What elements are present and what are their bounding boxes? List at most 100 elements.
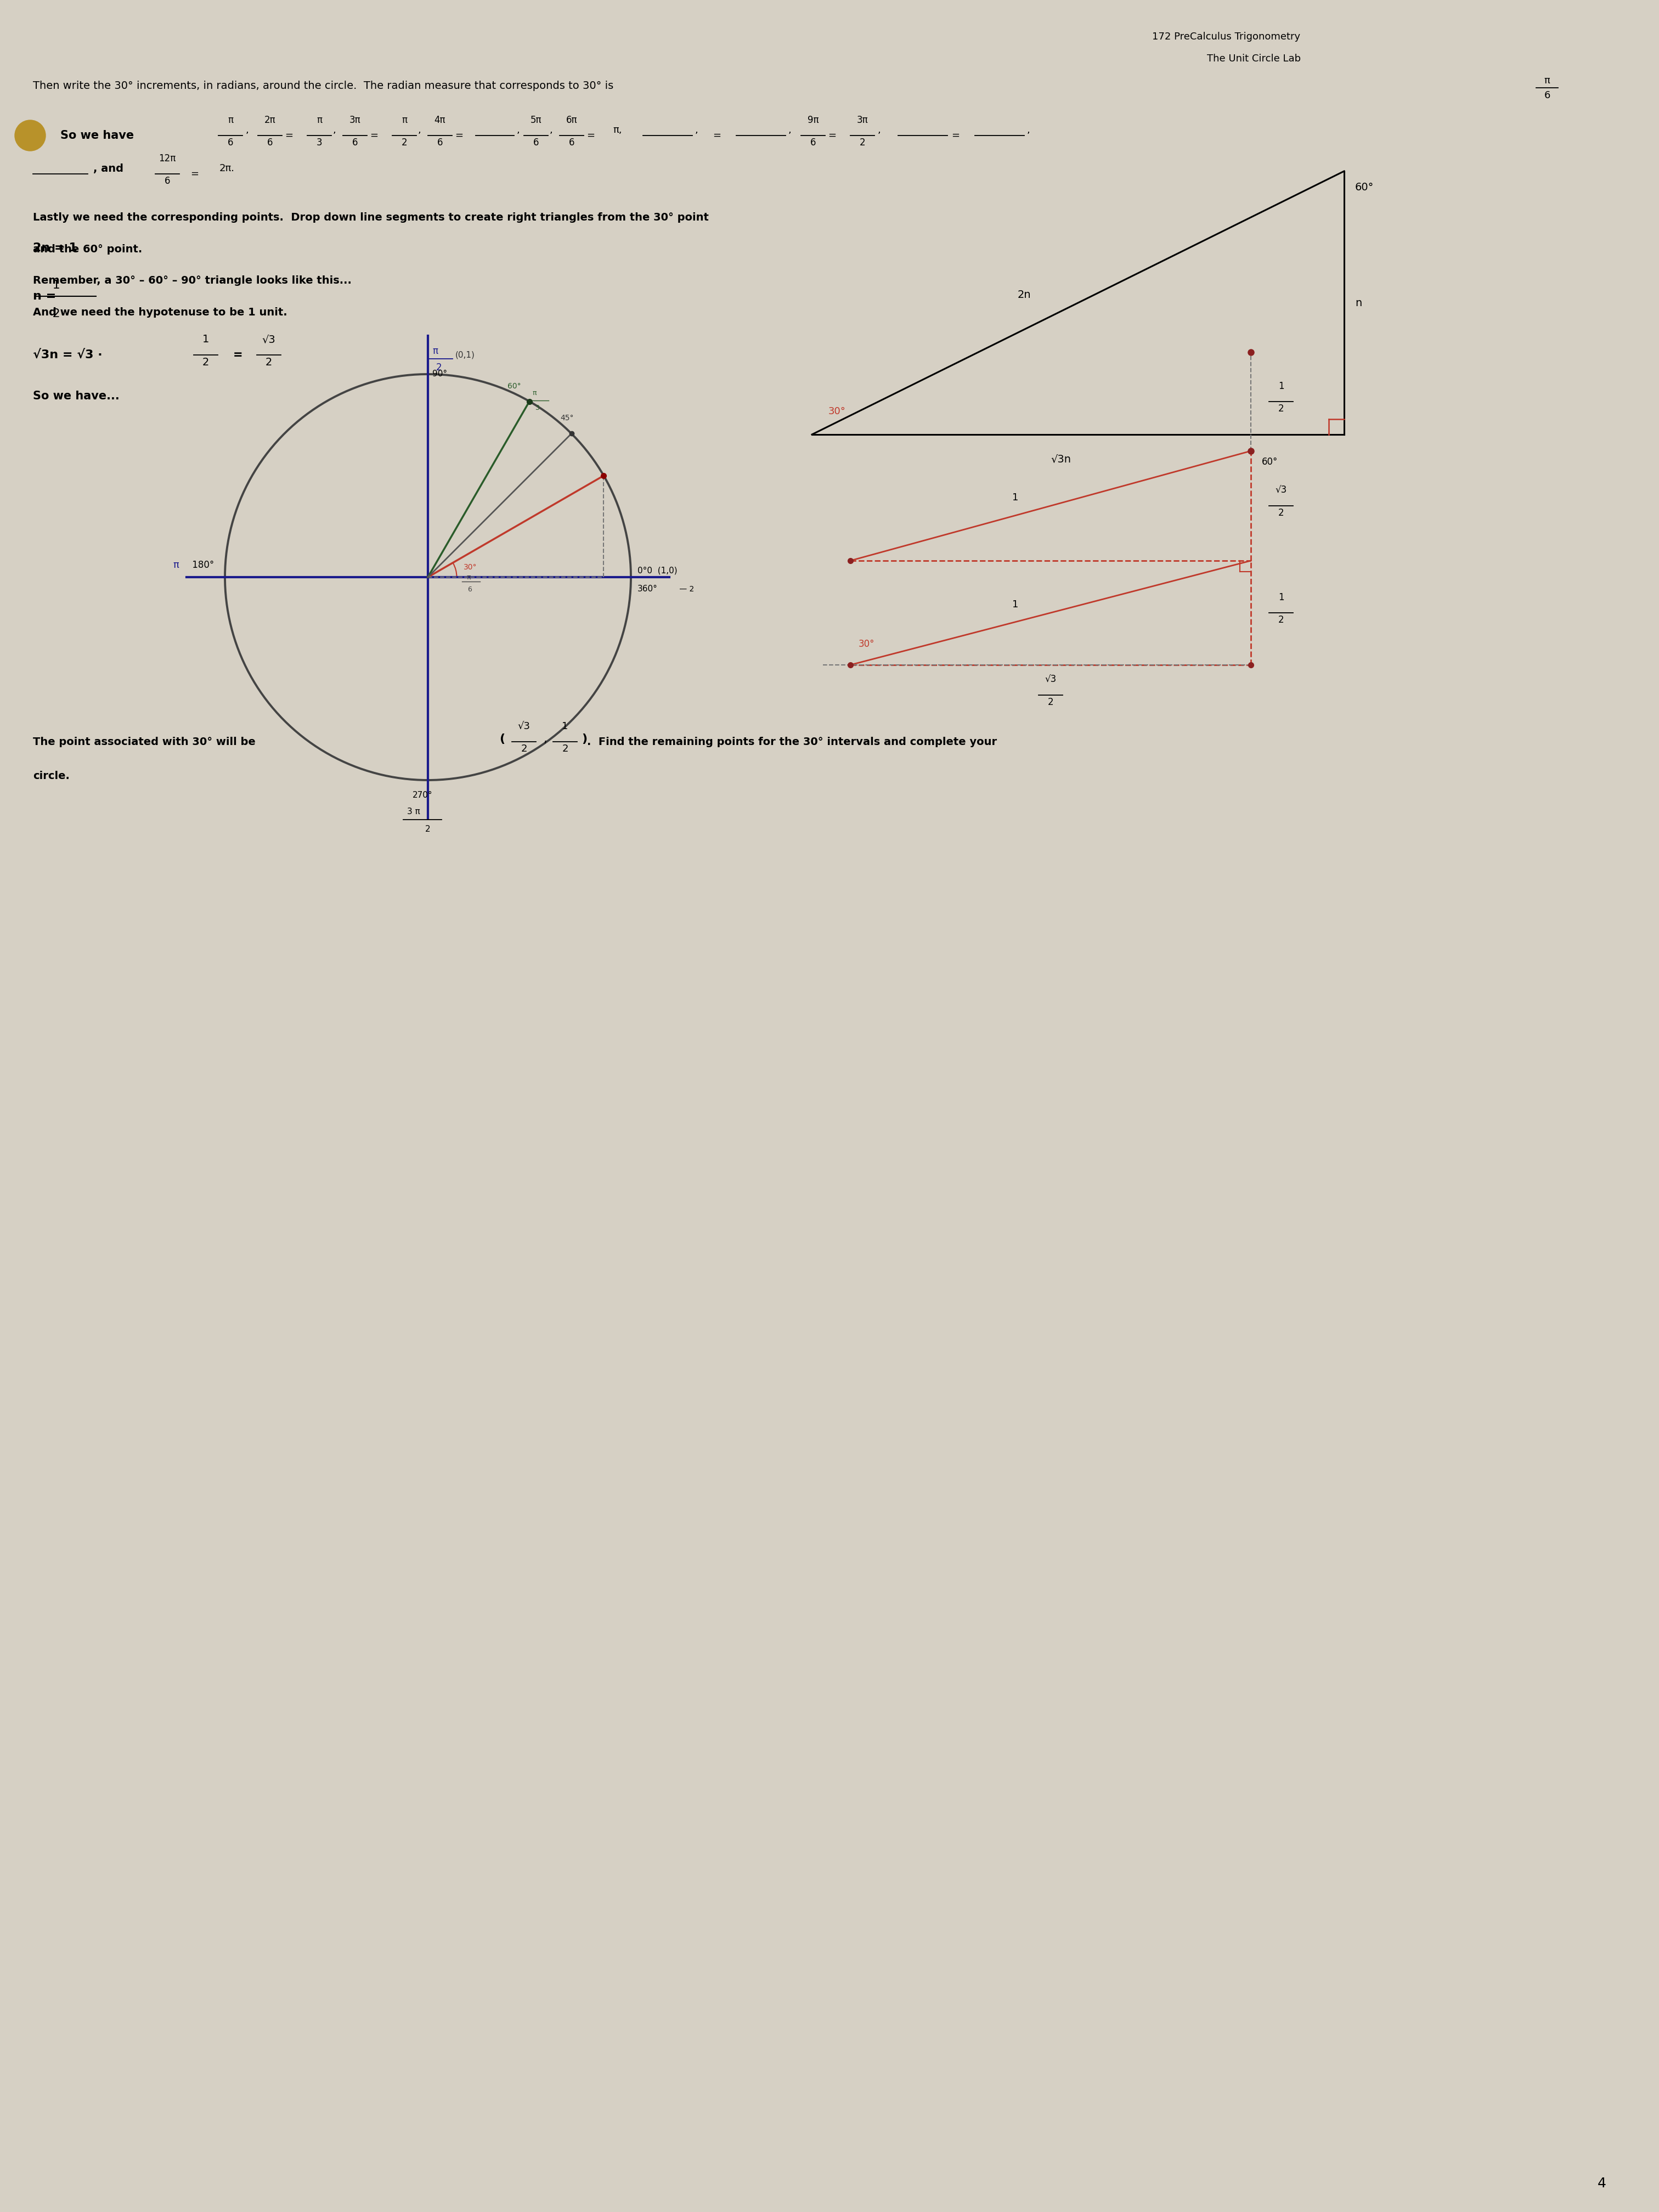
Text: =: =: [713, 131, 722, 139]
Text: √3: √3: [1276, 484, 1287, 495]
Text: 45°: 45°: [561, 414, 574, 422]
Text: 1: 1: [33, 279, 60, 290]
Text: 180°: 180°: [189, 560, 214, 571]
Text: , and: , and: [93, 164, 123, 173]
Text: √3: √3: [518, 721, 531, 732]
Text: 2: 2: [1277, 615, 1284, 624]
Text: ,: ,: [1027, 126, 1030, 135]
Text: π: π: [401, 115, 406, 126]
Text: and the 60° point.: and the 60° point.: [33, 243, 143, 254]
Text: 60°: 60°: [508, 383, 521, 389]
Text: Remember, a 30° – 60° – 90° triangle looks like this...: Remember, a 30° – 60° – 90° triangle loo…: [33, 276, 352, 285]
Text: 2: 2: [436, 363, 441, 372]
Text: 6π: 6π: [566, 115, 577, 126]
Text: 2: 2: [425, 825, 430, 834]
Text: 1: 1: [1277, 593, 1284, 602]
Text: 6: 6: [436, 137, 443, 148]
Text: ,: ,: [542, 734, 547, 745]
Text: 2: 2: [1277, 405, 1284, 414]
Text: 360°: 360°: [637, 586, 657, 593]
Text: 2: 2: [33, 307, 60, 319]
Text: 2: 2: [401, 137, 406, 148]
Text: 6: 6: [164, 177, 171, 186]
Text: ,: ,: [333, 126, 337, 135]
Text: 30°: 30°: [828, 407, 846, 416]
Text: 2: 2: [265, 356, 272, 367]
Text: So we have...: So we have...: [33, 392, 119, 403]
Text: 6: 6: [1545, 91, 1550, 100]
Text: circle.: circle.: [33, 770, 70, 781]
Text: 4π: 4π: [435, 115, 446, 126]
Text: 6: 6: [810, 137, 816, 148]
Text: 1: 1: [202, 334, 209, 345]
Text: =: =: [828, 131, 836, 139]
Text: √3: √3: [262, 334, 275, 345]
Text: 1: 1: [1012, 599, 1019, 611]
Text: 30°: 30°: [859, 639, 874, 648]
Text: 2n: 2n: [1017, 290, 1032, 301]
Text: 2: 2: [859, 137, 866, 148]
Text: 9π: 9π: [808, 115, 818, 126]
Text: 2n = 1: 2n = 1: [33, 243, 78, 254]
Text: 2π: 2π: [264, 115, 275, 126]
Text: =: =: [952, 131, 961, 139]
Text: 3: 3: [534, 405, 539, 411]
Text: 1: 1: [562, 721, 567, 732]
Text: =: =: [587, 131, 596, 139]
Text: 172 PreCalculus Trigonometry: 172 PreCalculus Trigonometry: [1151, 31, 1301, 42]
Text: ,: ,: [418, 126, 421, 135]
Text: 6: 6: [533, 137, 539, 148]
Text: So we have: So we have: [60, 131, 134, 142]
Text: 2: 2: [562, 743, 569, 754]
Text: π: π: [433, 345, 438, 356]
Text: 4: 4: [1598, 2177, 1606, 2190]
Text: 3 π: 3 π: [406, 807, 420, 816]
Text: =: =: [455, 131, 463, 139]
Text: 6: 6: [468, 586, 471, 593]
Text: 3: 3: [317, 137, 322, 148]
Text: 30°: 30°: [463, 564, 478, 571]
Text: ): ): [582, 734, 587, 745]
Text: π: π: [173, 560, 179, 571]
Text: π: π: [317, 115, 322, 126]
Text: 6: 6: [352, 137, 358, 148]
Text: 60°: 60°: [1262, 458, 1277, 467]
Text: =: =: [234, 349, 242, 361]
Text: 2: 2: [202, 356, 209, 367]
Text: Lastly we need the corresponding points.  Drop down line segments to create righ: Lastly we need the corresponding points.…: [33, 212, 708, 223]
Text: — 2: — 2: [677, 586, 693, 593]
Text: 6: 6: [569, 137, 574, 148]
Text: 6: 6: [227, 137, 234, 148]
Text: π: π: [1545, 75, 1550, 86]
Text: ,: ,: [246, 126, 249, 135]
Text: ,: ,: [518, 126, 519, 135]
Text: √3n = √3 ·: √3n = √3 ·: [33, 349, 103, 361]
Text: 60°: 60°: [1355, 181, 1374, 192]
Text: =: =: [370, 131, 378, 139]
Text: π: π: [533, 389, 536, 396]
Text: The Unit Circle Lab: The Unit Circle Lab: [1208, 53, 1301, 64]
Text: .  Find the remaining points for the 30° intervals and complete your: . Find the remaining points for the 30° …: [587, 737, 997, 748]
Text: 2: 2: [521, 743, 528, 754]
Text: 2: 2: [1277, 509, 1284, 518]
Text: (0,1): (0,1): [455, 352, 474, 358]
Text: 6: 6: [267, 137, 272, 148]
Text: (: (: [499, 734, 504, 745]
Text: π,: π,: [612, 126, 622, 135]
Text: π: π: [466, 573, 471, 582]
Text: 2π.: 2π.: [219, 164, 236, 173]
Text: ,: ,: [695, 126, 698, 135]
Text: 12π: 12π: [159, 153, 176, 164]
Text: 2: 2: [1048, 697, 1053, 708]
Text: 3π: 3π: [350, 115, 360, 126]
Text: n =: n =: [33, 290, 56, 301]
Text: ,: ,: [878, 126, 881, 135]
Text: 1: 1: [1277, 380, 1284, 392]
Text: ,: ,: [549, 126, 552, 135]
Text: ,: ,: [788, 126, 791, 135]
Text: √3n: √3n: [1050, 453, 1072, 465]
Text: =: =: [191, 168, 199, 179]
Text: The point associated with 30° will be: The point associated with 30° will be: [33, 737, 255, 748]
Text: √3: √3: [1045, 675, 1057, 686]
Text: 0°0  (1,0): 0°0 (1,0): [637, 566, 677, 575]
